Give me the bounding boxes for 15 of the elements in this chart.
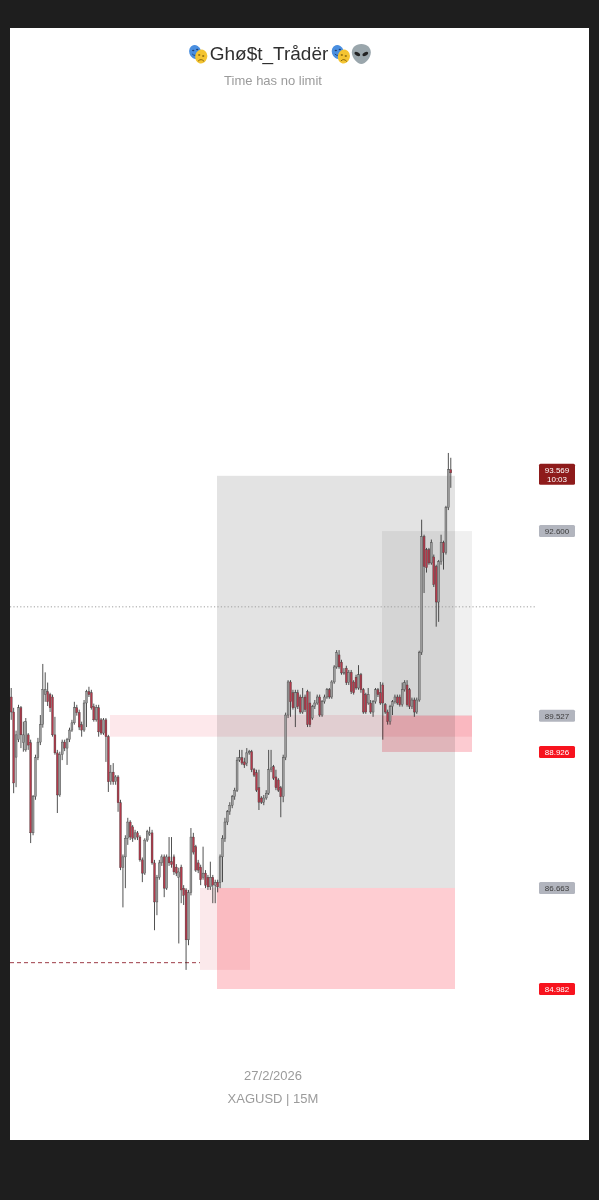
candlestick xyxy=(294,689,297,728)
candlestick xyxy=(364,692,367,715)
text: Time has no limit xyxy=(224,73,323,88)
y-tick-label: 92.600 xyxy=(544,527,570,537)
text: Ghø$t_Trådër xyxy=(209,43,329,65)
y-tick-label: 84.982 xyxy=(544,985,570,995)
y-tick-label: 88.926 xyxy=(544,747,570,757)
annotation: 27/2/2026 xyxy=(244,1068,302,1083)
y-tick-label: 93.569 xyxy=(544,466,570,476)
annotation: XAGUSD | 15M xyxy=(227,1091,319,1106)
text: 10:03 xyxy=(546,475,568,485)
candlestick xyxy=(267,749,270,796)
y-tick-label: 86.663 xyxy=(544,883,570,893)
candlestick xyxy=(85,689,88,728)
y-tick-label: 89.527 xyxy=(544,711,570,721)
